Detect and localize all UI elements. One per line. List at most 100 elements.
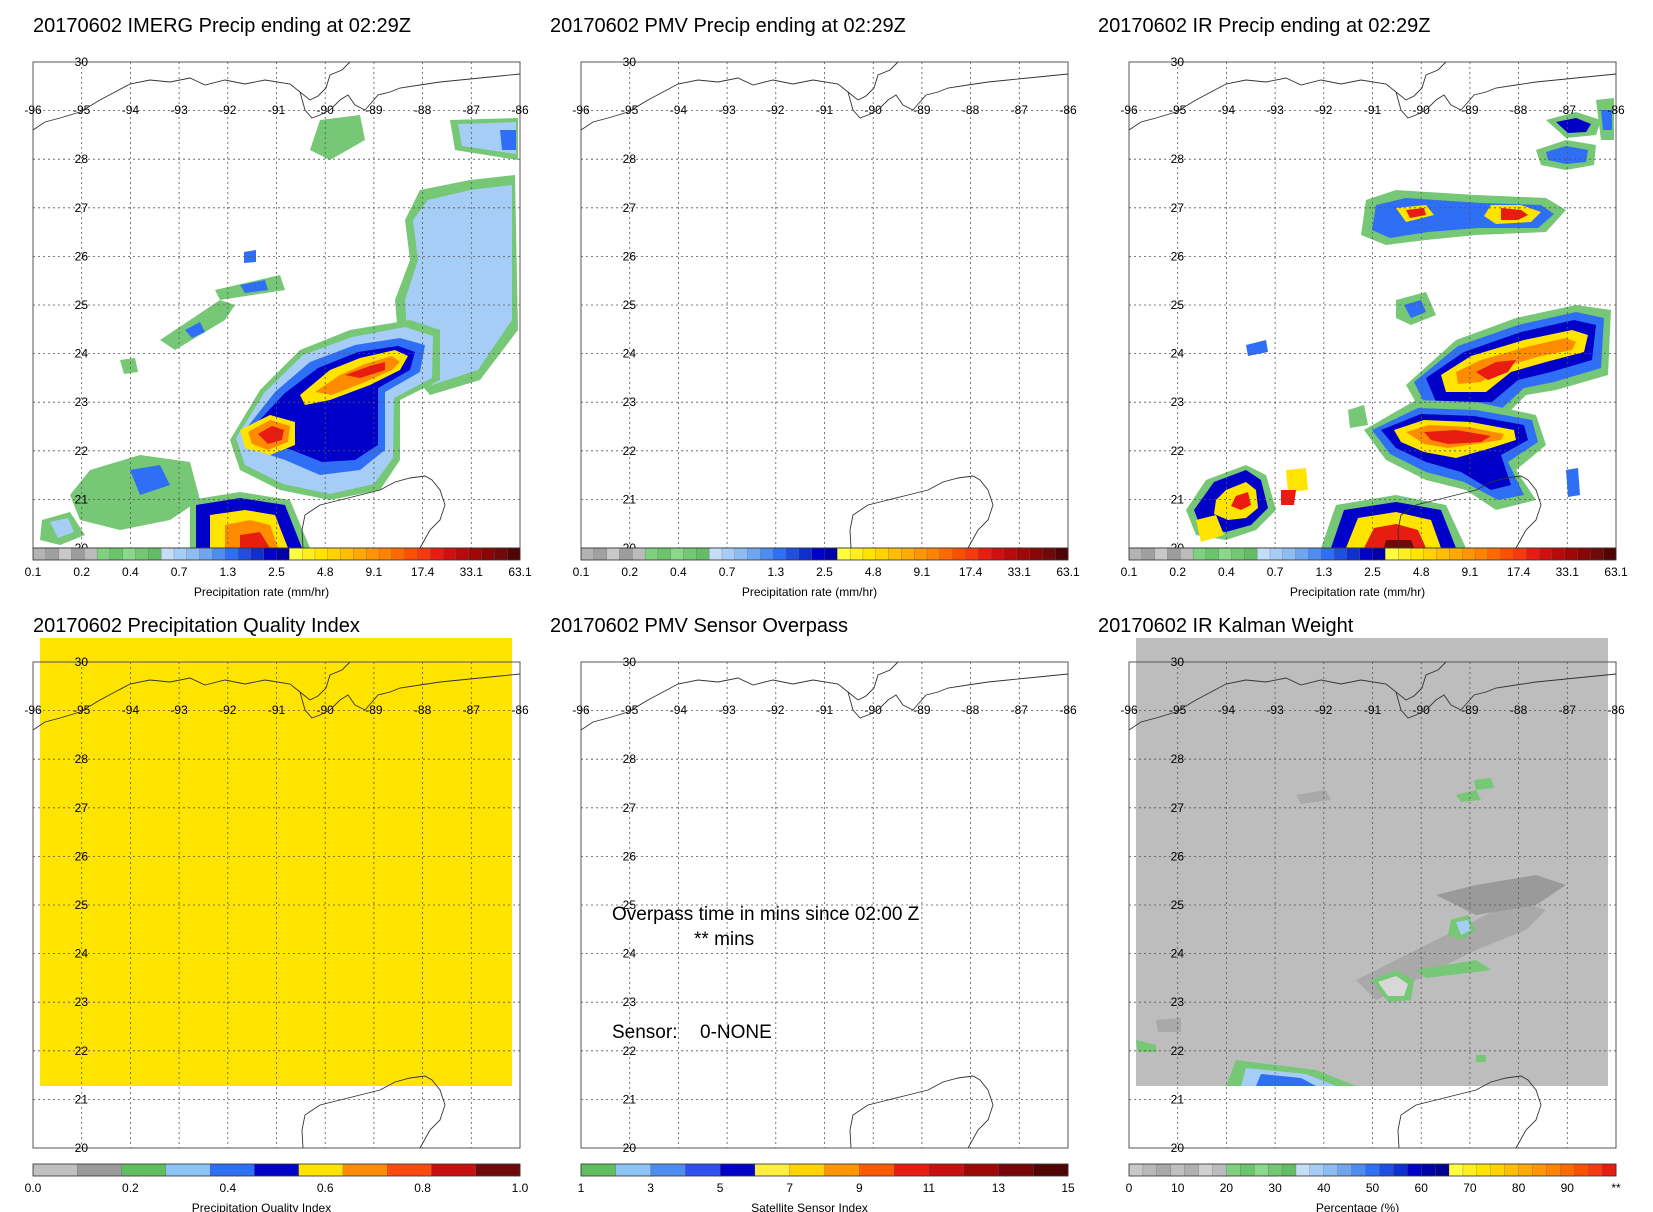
- coastline-gulf-north: [1128, 61, 1617, 131]
- coastline: [32, 661, 521, 1149]
- quality-field: [40, 638, 512, 1086]
- gridlines: -96 -95 -94 -93 -92 -91 -90 -89 -88 -87 -86 20 21 22 2…: [24, 655, 529, 1155]
- lon-tick-label: -87: [1011, 703, 1029, 717]
- lat-tick-label: 21: [1171, 1092, 1185, 1106]
- map-pmv: -96 -95 -94 -93 -92 -91 -90 -89 -88 -87 -86 20 21 22 2…: [572, 55, 1077, 555]
- lon-tick-label: -88: [414, 103, 432, 117]
- overpass-text: Overpass time in mins since 02:00 Z: [612, 904, 920, 925]
- lat-tick-label: 27: [623, 801, 637, 815]
- lat-tick-label: 25: [1171, 298, 1185, 312]
- map-imerg: -96 -95 -94 -93 -92 -91 -90 -89 -88 -87 -86 20 21 22 2…: [24, 55, 529, 555]
- lon-tick-label: -87: [1559, 703, 1577, 717]
- lon-tick-label: -95: [621, 703, 639, 717]
- coastline: [580, 661, 1069, 1149]
- panel-imerg: 20170602 IMERG Precip ending at 02:29Z: [0, 0, 529, 600]
- lon-tick-label: -95: [1169, 703, 1187, 717]
- lat-tick-label: 27: [75, 801, 89, 815]
- panel-title: 20170602 IR Precip ending at 02:29Z: [1098, 15, 1431, 37]
- lat-tick-label: 24: [623, 347, 637, 361]
- lon-tick-label: -92: [767, 703, 785, 717]
- coastline: [1128, 661, 1617, 1149]
- lon-tick-label: -94: [670, 703, 688, 717]
- lon-tick-label: -96: [572, 703, 590, 717]
- lon-tick-label: -95: [73, 103, 91, 117]
- lat-tick-label: 20: [1171, 1141, 1185, 1155]
- lat-tick-label: 23: [623, 395, 637, 409]
- lat-tick-label: 21: [623, 1092, 637, 1106]
- coastline-gulf-north: [580, 661, 1069, 731]
- lat-tick-label: 23: [75, 395, 89, 409]
- lon-tick-label: -89: [1461, 103, 1479, 117]
- lat-tick-label: 23: [623, 995, 637, 1009]
- lon-tick-label: -91: [1364, 703, 1382, 717]
- lat-tick-label: 26: [623, 849, 637, 863]
- lon-tick-label: -93: [1266, 103, 1284, 117]
- kalman-field: [1136, 638, 1608, 1086]
- lon-tick-label: -88: [414, 703, 432, 717]
- lon-tick-label: -96: [1120, 703, 1138, 717]
- lon-tick-label: -89: [913, 103, 931, 117]
- gridlines: -96 -95 -94 -93 -92 -91 -90 -89 -88 -87 -86 20 21 22 2…: [572, 655, 1077, 1155]
- lon-tick-label: -96: [24, 703, 42, 717]
- lat-tick-label: 24: [1171, 347, 1185, 361]
- lat-tick-label: 28: [1171, 752, 1185, 766]
- lon-tick-label: -90: [865, 703, 883, 717]
- lon-tick-label: -95: [621, 103, 639, 117]
- lon-tick-label: -90: [317, 103, 335, 117]
- panel-ir: 20170602 IR Precip ending at 02:29Z: [1096, 0, 1625, 600]
- coastline-gulf-north: [580, 61, 1069, 131]
- lon-tick-label: -88: [1510, 703, 1528, 717]
- lat-tick-label: 26: [1171, 849, 1185, 863]
- lat-tick-label: 28: [623, 752, 637, 766]
- lat-tick-label: 21: [75, 1092, 89, 1106]
- gridlines: -96 -95 -94 -93 -92 -91 -90 -89 -88 -87 -86 20 21 22 2…: [24, 55, 529, 555]
- coastline: [1128, 61, 1617, 549]
- coastline-yucatan: [849, 1075, 994, 1149]
- lat-tick-label: 22: [623, 1044, 637, 1058]
- lon-tick-label: -90: [1413, 103, 1431, 117]
- lon-tick-label: -87: [463, 103, 481, 117]
- lat-tick-label: 28: [623, 152, 637, 166]
- lat-tick-label: 28: [1171, 152, 1185, 166]
- lon-tick-label: -91: [816, 703, 834, 717]
- coastline-yucatan: [1397, 1075, 1542, 1149]
- lat-tick-label: 30: [1171, 655, 1185, 669]
- lon-tick-label: -87: [1559, 103, 1577, 117]
- colorbar-label: Satellite Sensor Index: [751, 1201, 868, 1212]
- map-frame: [580, 61, 1069, 549]
- lon-tick-label: -94: [122, 103, 140, 117]
- lon-tick-label: -90: [1413, 703, 1431, 717]
- lon-tick-label: -86: [511, 703, 529, 717]
- lon-tick-label: -88: [962, 703, 980, 717]
- lon-tick-label: -91: [268, 103, 286, 117]
- lat-tick-label: 21: [75, 492, 89, 506]
- coastline-yucatan: [301, 475, 446, 549]
- lon-tick-label: -91: [1364, 103, 1382, 117]
- gridlines: -96 -95 -94 -93 -92 -91 -90 -89 -88 -87 -86 20 21 22 2…: [572, 55, 1077, 555]
- lon-tick-label: -92: [219, 103, 237, 117]
- lat-tick-label: 20: [75, 1141, 89, 1155]
- sensor-label: Sensor:: [612, 1022, 677, 1043]
- lon-tick-label: -96: [1120, 103, 1138, 117]
- map-quality: -96 -95 -94 -93 -92 -91 -90 -89 -88 -87 -86 20 21 22 2…: [24, 638, 529, 1155]
- lat-tick-label: 22: [75, 444, 89, 458]
- lon-tick-label: -93: [170, 703, 188, 717]
- lat-tick-label: 27: [1171, 801, 1185, 815]
- panel-title: 20170602 PMV Precip ending at 02:29Z: [550, 15, 906, 37]
- lat-tick-label: 30: [623, 655, 637, 669]
- lon-tick-label: -96: [572, 103, 590, 117]
- lon-tick-label: -87: [1011, 103, 1029, 117]
- lon-tick-label: -86: [1607, 103, 1625, 117]
- coastline-gulf-north: [1128, 661, 1617, 731]
- gridlines: -96 -95 -94 -93 -92 -91 -90 -89 -88 -87 -86 20 21 22 2…: [1120, 55, 1625, 555]
- lat-tick-label: 22: [623, 444, 637, 458]
- lon-tick-label: -86: [1607, 703, 1625, 717]
- lon-tick-label: -86: [1059, 103, 1077, 117]
- lat-tick-label: 24: [623, 947, 637, 961]
- coastline-yucatan: [301, 1075, 446, 1149]
- lon-tick-label: -89: [365, 703, 383, 717]
- coastline: [32, 61, 521, 549]
- lon-tick-label: -86: [511, 103, 529, 117]
- lat-tick-label: 25: [75, 898, 89, 912]
- lon-tick-label: -90: [317, 703, 335, 717]
